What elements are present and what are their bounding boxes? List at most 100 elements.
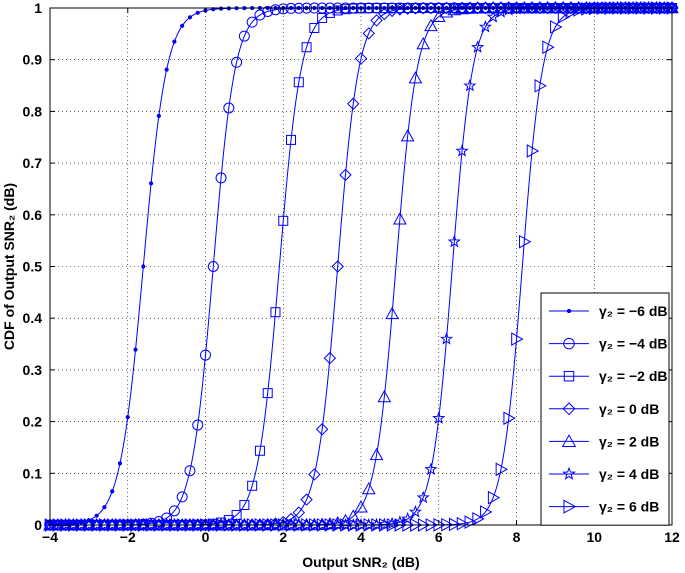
marker-square [332,5,343,16]
marker-circle [184,465,196,477]
marker-dot [566,308,572,314]
marker-diamond [370,14,383,27]
marker-circle [262,5,274,17]
legend-label: γ₂ = 0 dB [599,401,659,417]
marker-circle [176,491,188,503]
legend-label: γ₂ = 6 dB [599,499,659,515]
marker-dot [133,347,138,352]
marker-triangle-up [431,9,446,22]
marker-circle [215,172,227,184]
marker-star [447,234,461,248]
marker-square [340,4,351,15]
marker-triangle-right [44,518,58,532]
marker-star [494,5,508,18]
marker-dot [180,23,185,28]
marker-circle [238,30,250,42]
marker-triangle-right [487,490,501,505]
marker-triangle-right [480,505,493,519]
marker-diamond [269,517,282,530]
marker-square [239,500,250,511]
x-tick-label: 0 [202,529,210,545]
marker-circle [168,505,180,517]
y-tick-label: 0 [34,517,42,533]
marker-dot [94,513,99,518]
marker-square [262,388,273,399]
y-tick-label: 0.3 [23,362,43,378]
marker-circle [223,102,235,114]
marker-dot [172,39,177,44]
marker-circle [563,337,575,350]
marker-dot [195,10,200,15]
marker-diamond [315,423,329,436]
marker-dot [141,264,146,269]
marker-triangle-right [542,40,555,55]
marker-square [247,480,258,491]
marker-triangle-right [511,332,524,346]
y-tick-label: 1 [34,0,42,16]
marker-diamond [562,402,576,416]
marker-diamond [339,168,352,182]
marker-triangle-up [361,481,376,495]
axis-ticks: −4 −2 0 2 4 6 8 10 12 0 0.1 0.2 0.3 0.4 0.5 0.6 0.7 0.8 0.… [23,0,680,545]
legend-item: γ₂ = −4 dB [549,336,667,352]
marker-triangle-right [573,3,586,17]
marker-triangle-up [540,0,555,14]
y-tick-label: 0.1 [23,465,43,481]
marker-diamond [354,52,368,65]
legend-label: γ₂ = −4 dB [599,336,667,352]
marker-circle [277,3,289,15]
marker-square [301,42,312,53]
marker-circle [231,56,243,68]
marker-dot [117,461,123,466]
marker-square [309,22,320,33]
legend-item: γ₂ = −2 dB [549,368,667,384]
marker-circle [161,512,173,524]
marker-square [254,445,265,456]
marker-square [286,134,297,145]
legend-label: γ₂ = 4 dB [599,466,659,482]
marker-diamond [308,468,321,481]
marker-triangle-up [377,389,392,403]
x-tick-label: 6 [435,529,443,545]
marker-triangle-right [581,2,594,16]
marker-circle [246,16,258,28]
marker-star [416,490,430,504]
legend-label: γ₂ = −2 dB [599,368,667,384]
marker-square [317,12,328,23]
marker-triangle-right [518,234,532,249]
legend-item: γ₂ = −6 dB [549,303,667,319]
marker-triangle-up [354,500,368,513]
y-tick-label: 0.7 [23,155,43,171]
marker-square [348,3,359,14]
marker-triangle-up [408,71,423,84]
y-tick-label: 0.8 [23,103,43,119]
marker-triangle-up [369,447,384,461]
legend: γ₂ = −6 dB γ₂ = −4 dB γ₂ = −2 dB γ₂ = 0 dB γ… [540,292,670,526]
marker-square [293,77,304,88]
marker-star [463,78,477,92]
marker-triangle-right [526,144,540,158]
legend-item: γ₂ = 2 dB [549,433,659,449]
marker-diamond [347,97,360,110]
y-tick-label: 0.5 [23,259,43,275]
marker-triangle-up [393,212,407,225]
marker-diamond [385,4,399,18]
marker-triangle-right [534,78,547,93]
x-tick-label: 2 [279,529,287,545]
y-tick-label: 0.9 [23,52,43,68]
marker-dot [110,489,115,494]
marker-star [478,20,492,33]
x-tick-label: 4 [357,529,365,545]
marker-circle [269,4,281,16]
y-axis-label: CDF of Output SNR₂ (dB) [1,183,17,350]
x-axis-label: Output SNR₂ (dB) [302,554,419,570]
x-tick-label: 8 [513,529,521,545]
marker-triangle-right [565,5,578,20]
x-tick-label: −2 [120,529,136,545]
marker-star [408,505,423,518]
marker-circle [207,261,219,272]
marker-square [278,215,289,226]
marker-star [562,466,576,480]
legend-item: γ₂ = 4 dB [549,466,659,482]
